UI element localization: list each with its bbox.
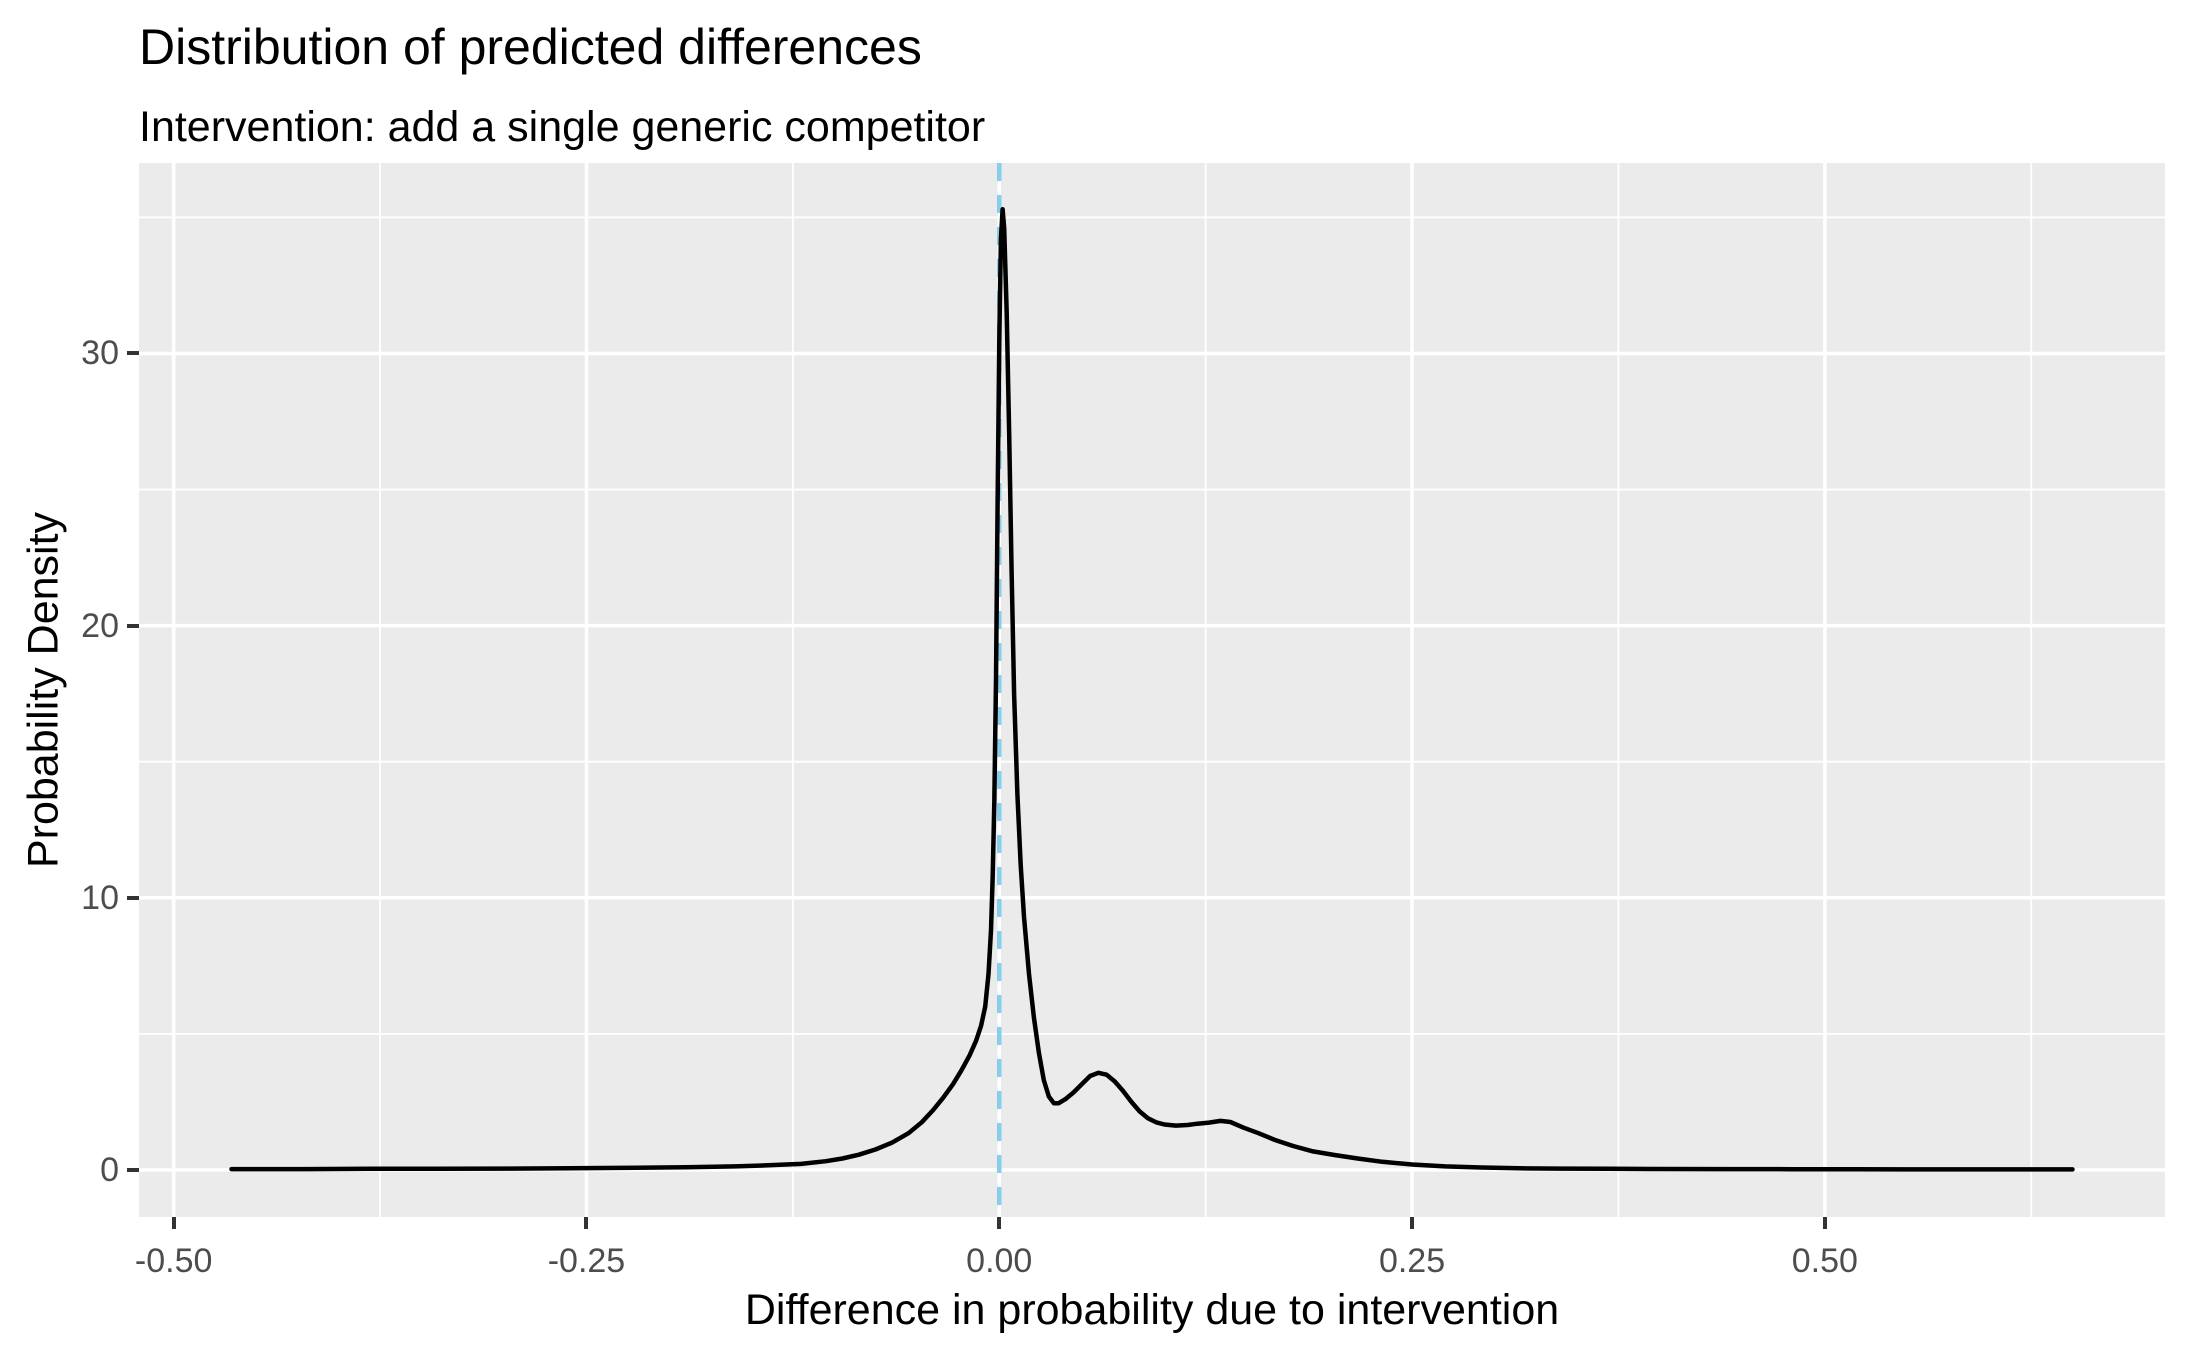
- y-axis-tick-label: 0: [100, 1150, 119, 1189]
- y-axis-tick: [127, 895, 139, 900]
- y-axis-tick: [127, 1167, 139, 1172]
- x-axis-tick-label: 0.25: [1378, 1242, 1446, 1280]
- y-axis-title: Probability Density: [19, 511, 68, 869]
- x-axis-title: Difference in probability due to interve…: [744, 1286, 1560, 1334]
- y-axis-tick: [127, 623, 139, 628]
- x-axis-tick: [584, 1217, 589, 1229]
- x-axis-tick-label: -0.50: [134, 1242, 213, 1280]
- x-axis-tick: [1410, 1217, 1415, 1229]
- density-curve: [229, 207, 2075, 1172]
- x-axis-tick: [997, 1217, 1002, 1229]
- plot-panel: [139, 163, 2165, 1217]
- x-axis-tick: [171, 1217, 176, 1229]
- plot-title: Distribution of predicted differences: [139, 19, 922, 75]
- y-axis-tick-label: 20: [81, 606, 119, 645]
- y-axis-tick-label: 30: [81, 334, 119, 373]
- x-axis-tick-label: 0.50: [1791, 1242, 1858, 1280]
- y-axis-tick: [127, 351, 139, 356]
- plot-subtitle: Intervention: add a single generic compe…: [139, 103, 986, 151]
- x-axis-tick-label: -0.25: [547, 1242, 626, 1280]
- x-axis-tick-label: 0.00: [966, 1242, 1033, 1280]
- density-chart: [139, 163, 2165, 1217]
- x-axis-tick: [1822, 1217, 1827, 1229]
- y-axis-tick-label: 10: [81, 878, 119, 917]
